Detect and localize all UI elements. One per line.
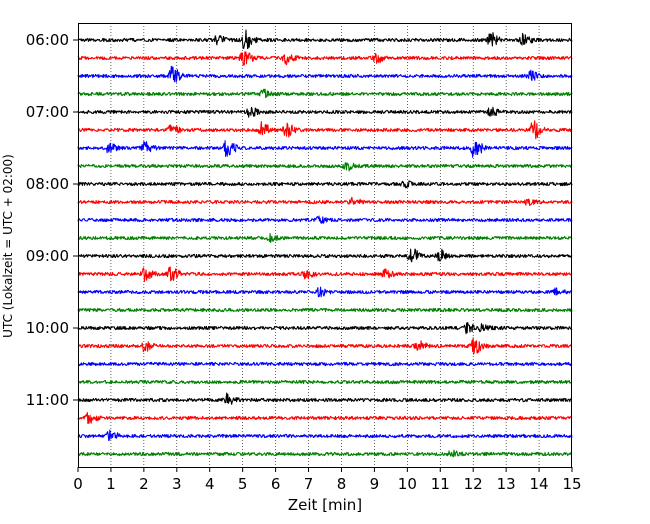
x-axis-ticks: 0 1 2 3 4 5 6 7 8 9 10 11 12 13 14 15	[73, 467, 582, 493]
seismic-trace	[77, 196, 573, 207]
seismic-trace	[77, 429, 573, 442]
seismic-trace	[77, 65, 573, 83]
y-tick-label: 06:00	[26, 31, 69, 49]
y-tick-label: 08:00	[26, 175, 69, 193]
y-axis-label: UTC (Lokalzeit = UTC + 02:00)	[1, 154, 15, 338]
x-tick-label: 11	[431, 475, 450, 493]
y-tick-label: 07:00	[26, 103, 69, 121]
seismic-trace	[77, 106, 573, 118]
y-tick-label: 10:00	[26, 319, 69, 337]
seismic-trace	[77, 337, 573, 355]
seismic-trace	[77, 120, 573, 140]
x-tick-label: 14	[530, 475, 549, 493]
x-tick-label: 10	[398, 475, 417, 493]
seismic-trace	[77, 51, 573, 66]
x-tick-label: 9	[370, 475, 380, 493]
x-tick-label: 15	[562, 475, 581, 493]
seismic-trace	[77, 88, 573, 99]
seismic-trace	[77, 180, 573, 189]
seismic-trace	[77, 248, 573, 263]
seismic-trace	[77, 286, 573, 298]
grid-lines	[110, 23, 540, 467]
x-tick-label: 7	[304, 475, 314, 493]
x-tick-label: 6	[271, 475, 281, 493]
y-tick-label: 09:00	[26, 247, 69, 265]
seismic-trace	[77, 307, 573, 313]
x-tick-label: 13	[497, 475, 516, 493]
seismic-trace	[77, 140, 573, 158]
y-axis-ticks: 06:00 07:00 08:00 09:00 10:00 11:00	[26, 31, 78, 409]
plot-frame	[78, 23, 572, 468]
seismic-trace	[77, 233, 573, 244]
x-axis-label: Zeit [min]	[288, 496, 362, 514]
y-tick-label: 11:00	[26, 391, 69, 409]
seismic-trace	[77, 449, 572, 458]
x-tick-label: 8	[337, 475, 347, 493]
x-tick-label: 0	[73, 475, 83, 493]
seismic-trace	[77, 411, 573, 424]
seismic-trace	[77, 266, 573, 283]
seismic-trace	[77, 392, 573, 405]
seismic-trace	[77, 162, 573, 172]
traces	[77, 29, 573, 458]
seismic-trace	[77, 29, 573, 50]
seismic-trace	[77, 215, 573, 224]
seismic-trace	[77, 321, 573, 335]
x-tick-label: 2	[139, 475, 149, 493]
x-tick-label: 3	[172, 475, 182, 493]
seismic-trace	[77, 379, 573, 385]
seismic-trace	[77, 361, 573, 367]
x-tick-label: 12	[464, 475, 483, 493]
x-tick-label: 4	[205, 475, 215, 493]
x-tick-label: 1	[106, 475, 116, 493]
x-tick-label: 5	[238, 475, 248, 493]
